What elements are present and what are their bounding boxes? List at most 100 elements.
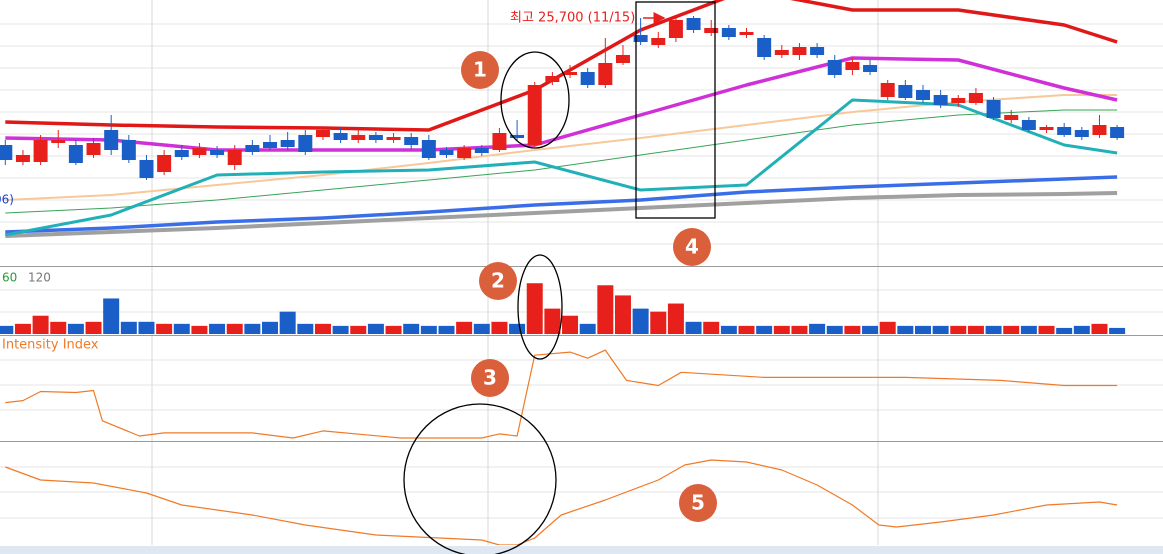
candle-body [615,55,630,63]
volume-bar [756,325,773,334]
candle-body [315,130,330,137]
candle-body [386,137,401,140]
candle-body [404,137,419,145]
callout-badge [479,262,517,300]
candle-body [933,95,948,105]
candle-body [245,145,260,152]
volume-bar [403,323,420,334]
volume-bar [32,315,49,334]
volume-bar [950,325,967,334]
volume-bar [473,323,490,334]
callout-badge [673,228,711,266]
series-line [5,175,1118,234]
candle-body [880,83,895,97]
candle-body [527,85,542,145]
series-line [5,459,1118,545]
volume-bar [173,323,190,334]
candle-body [704,28,719,33]
candle-body [774,50,789,55]
candle-body [1074,130,1089,137]
callout-number: 4 [685,235,699,259]
volume-bar [262,321,279,334]
volume-bar [632,308,649,334]
callout-number: 1 [473,58,487,82]
volume-bar [491,321,508,334]
candle-body [351,135,366,140]
candle-body [721,28,736,37]
panel-title: Intensity Index [2,338,99,353]
volume-bar [314,323,331,334]
volume-bar [703,321,720,334]
plot-layers [0,0,1126,545]
candle-body [157,155,172,172]
callout-number: 2 [491,269,505,293]
candle-body [739,32,754,35]
candle-body [545,76,560,82]
candle-body [651,38,666,45]
series-line [5,349,1118,439]
candle-body [633,35,648,42]
candle-body [368,135,383,140]
volume-bar [156,323,173,334]
candle-body [174,150,189,157]
volume-bar [932,325,949,334]
high-label: 최고 25,700 (11/15) [510,11,635,26]
volume-bar [456,321,473,334]
candle-body [439,150,454,155]
volume-bar [809,323,826,334]
panel-line [5,0,1118,238]
candle-body [1021,120,1036,130]
volume-bar [1109,327,1126,334]
volume-bar [420,325,437,334]
callout-badge [461,51,499,89]
panel-bar [0,283,1126,334]
volume-bar [1020,325,1037,334]
volume-bar [367,323,384,334]
volume-bar [1091,323,1108,334]
candle-body [792,47,807,55]
candle-body [104,130,119,150]
volume-bar [0,325,14,334]
candle-body [668,20,683,38]
volume-bar [297,323,314,334]
series-line [5,191,1118,238]
volume-bar [844,325,861,334]
volume-bar [897,325,914,334]
candle-body [192,148,207,155]
volume-bar [85,321,102,334]
volume-bar [14,323,31,334]
volume-bar [103,298,120,334]
volume-bar [67,323,84,334]
volume-bar [226,323,243,334]
volume-bar [1038,325,1055,334]
candle-body [15,155,30,162]
panel-borders [0,266,1163,442]
legend-label: 120 [28,271,51,285]
candle-body [139,160,154,178]
candle-body [951,98,966,103]
series-line [5,0,1118,132]
candle-body [1110,127,1125,138]
candle-body [968,93,983,103]
candle-body [986,100,1001,118]
volume-bar [579,323,596,334]
volume-bar [667,303,684,334]
x-axis-strip [0,546,1163,554]
volume-bar [967,325,984,334]
volume-bar [526,283,543,334]
candle-body [1092,125,1107,135]
candle-body [474,148,489,153]
candle-body [33,140,48,162]
volume-bar [244,323,261,334]
volume-bar [879,321,896,334]
volume-bar [650,311,667,334]
candle-body [827,60,842,75]
candle-body [280,140,295,147]
candle-body [1039,127,1054,130]
candle-body [845,62,860,70]
volume-bar [826,325,843,334]
volume-bar [138,321,155,334]
volume-bar [350,325,367,334]
candle-body [810,47,825,55]
